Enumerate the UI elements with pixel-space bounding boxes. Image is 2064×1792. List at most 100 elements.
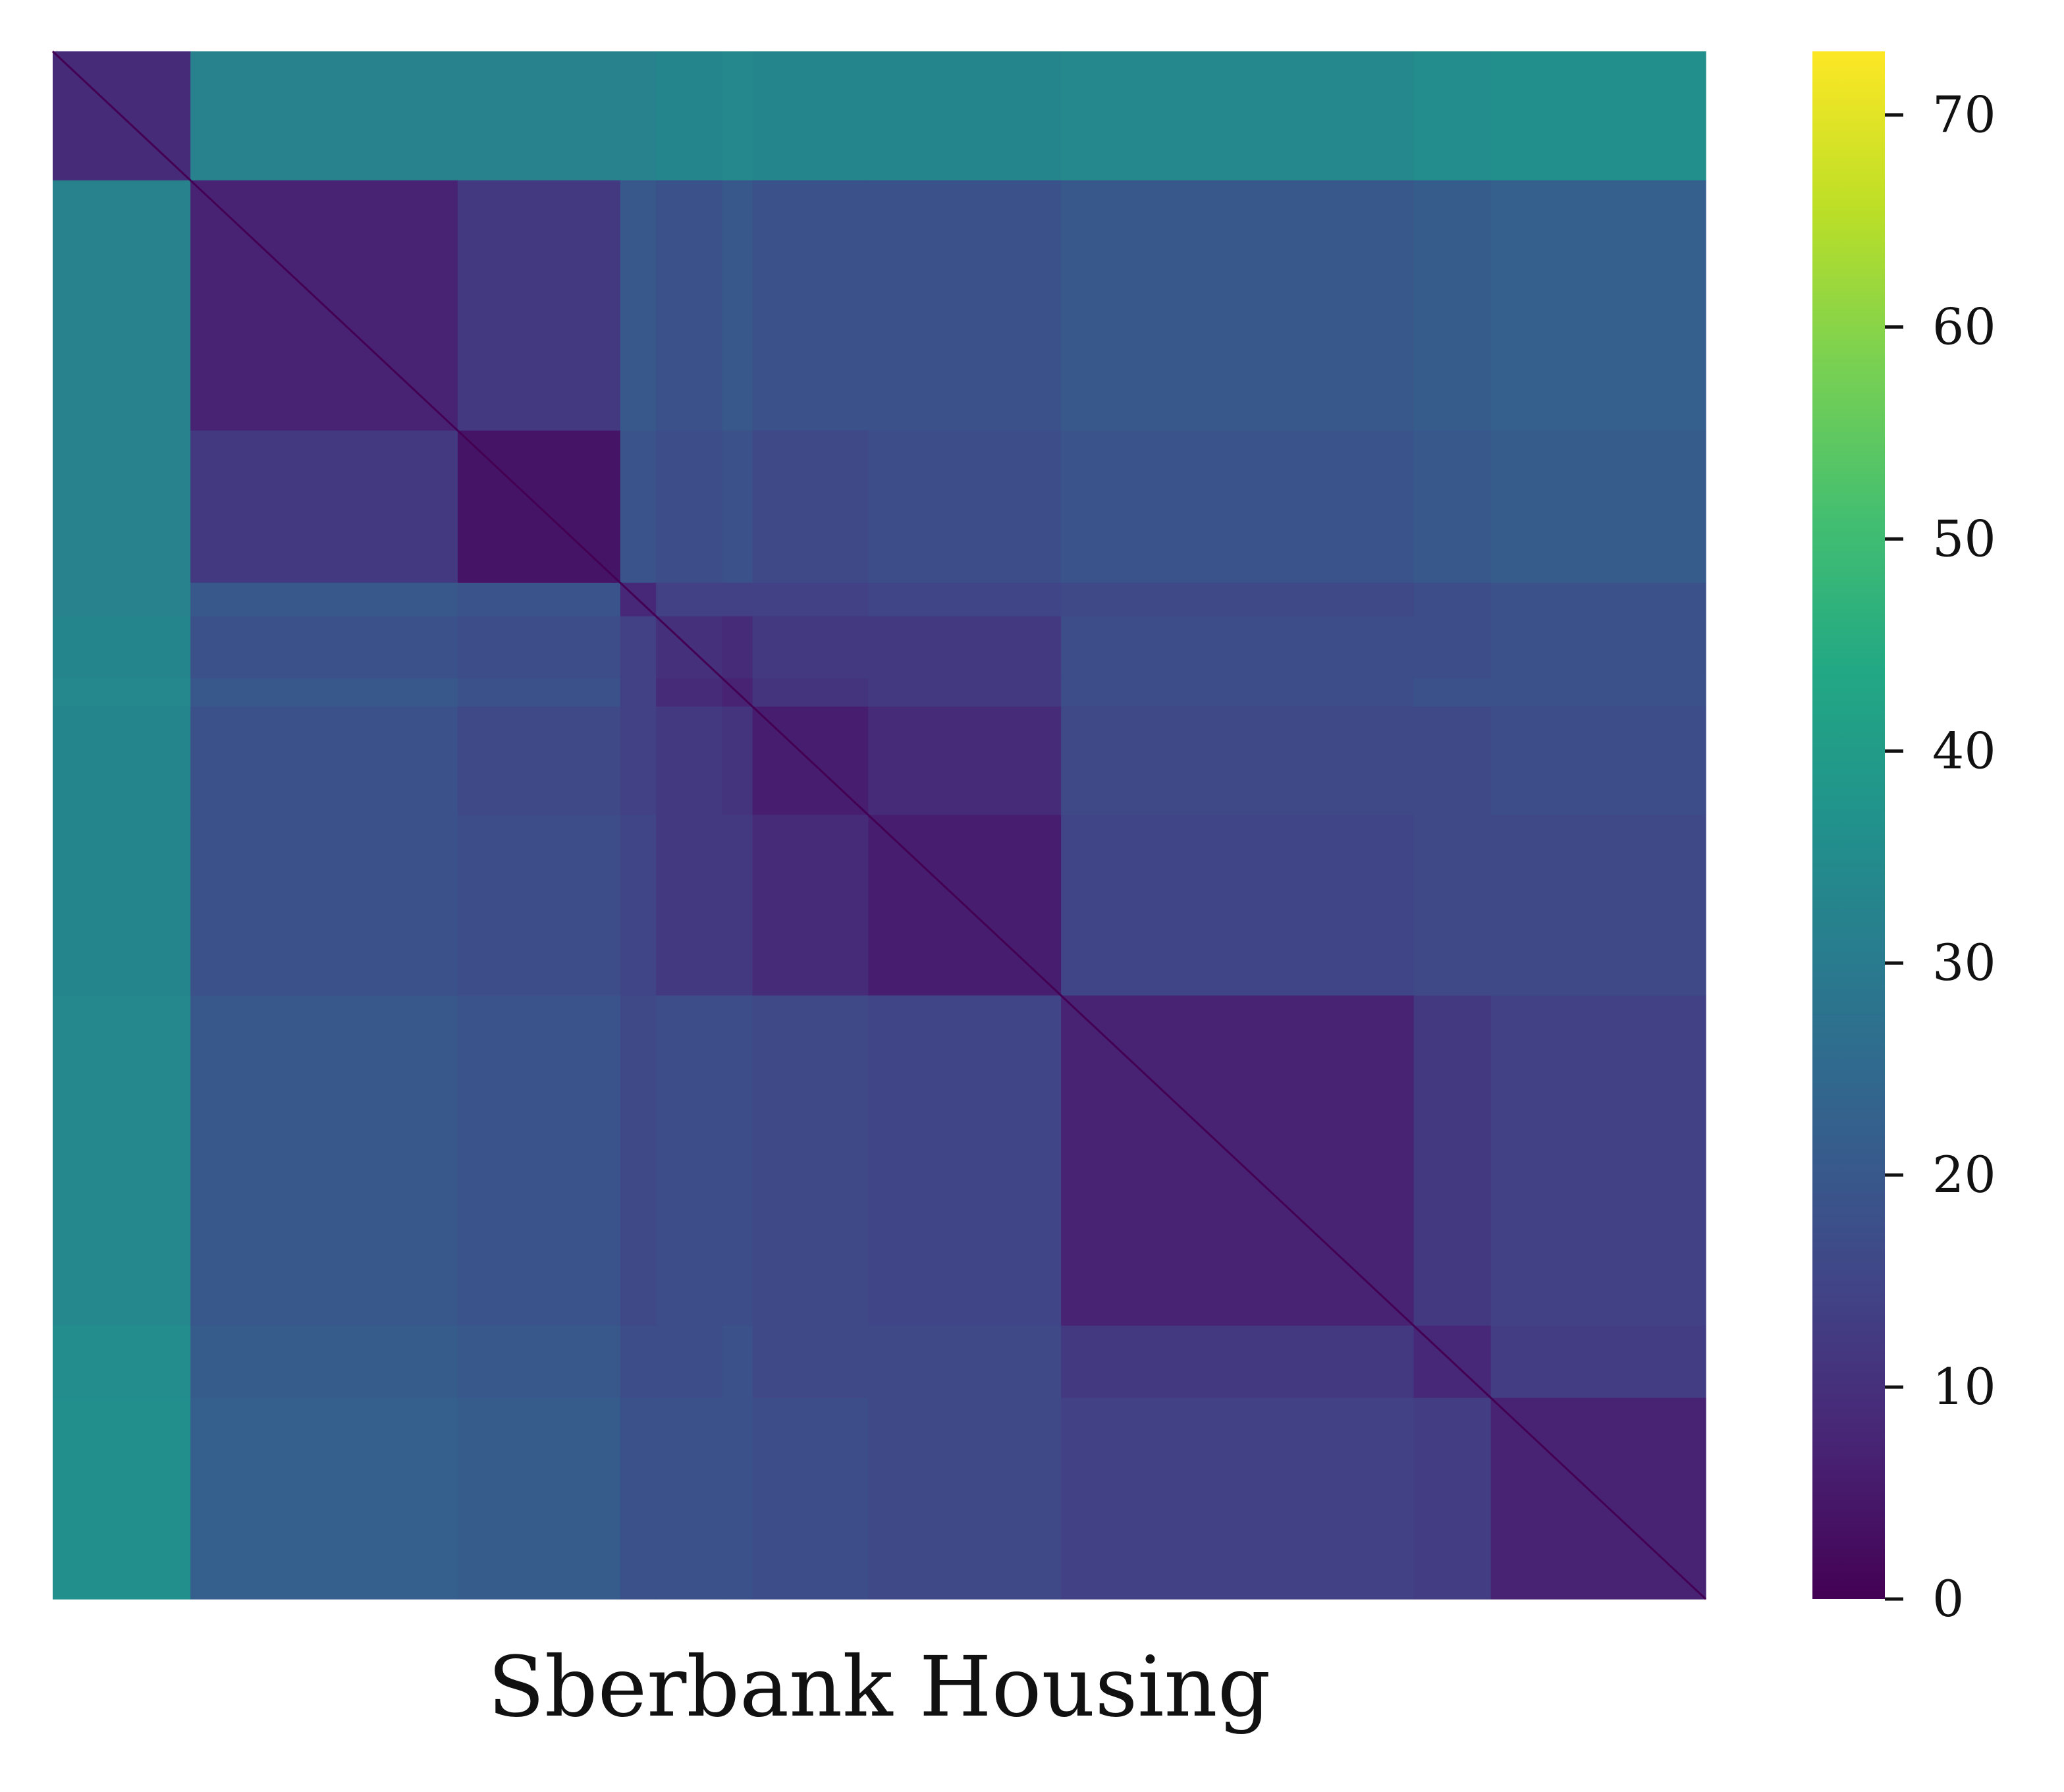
heatmap-cell-C11-C6	[722, 1398, 753, 1600]
heatmap-cell-C7-C2	[190, 706, 458, 815]
heatmap-cell-C7-C8	[868, 706, 1062, 815]
colorbar-tick-label-60: 60	[1932, 297, 1996, 356]
heatmap-cell-C2-C3	[457, 180, 621, 431]
heatmap-cell-C10-C5	[656, 1325, 723, 1399]
heatmap-cell-C6-C8	[868, 678, 1062, 707]
heatmap-cell-C4-C8	[868, 582, 1062, 617]
heatmap-cell-C7-C10	[1413, 706, 1492, 815]
heatmap-cell-C10-C4	[620, 1325, 657, 1399]
heatmap-cell-C4-C7	[752, 582, 869, 617]
heatmap-cell-C8-C5	[656, 815, 723, 996]
heatmap-cell-C6-C7	[752, 678, 869, 707]
heatmap-cell-C5-C1	[53, 616, 191, 679]
heatmap-cell-C9-C6	[722, 995, 753, 1326]
heatmap-cell-C9-C1	[53, 995, 191, 1326]
heatmap-cell-C8-C2	[190, 815, 458, 996]
heatmap-cell-C3-C8	[868, 430, 1062, 584]
heatmap-cell-C10-C9	[1061, 1325, 1415, 1399]
heatmap-cell-C7-C4	[620, 706, 657, 815]
heatmap-cell-C6-C10	[1413, 678, 1492, 707]
heatmap-cell-C1-C7	[752, 51, 869, 181]
colorbar-tick-label-50: 50	[1932, 509, 1996, 568]
heatmap-cell-C1-C2	[190, 51, 458, 181]
heatmap-cell-C11-C2	[190, 1398, 458, 1600]
heatmap-cell-C3-C1	[53, 430, 191, 584]
heatmap-cell-C3-C9	[1061, 430, 1415, 584]
heatmap-cell-C4-C6	[722, 582, 753, 617]
heatmap-cell-C11-C3	[457, 1398, 621, 1600]
heatmap-cell-C7-C3	[457, 706, 621, 815]
heatmap-cell-C6-C5	[656, 678, 723, 707]
heatmap-cell-C8-C9	[1061, 815, 1415, 996]
colorbar	[1812, 51, 1885, 1599]
heatmap-cell-C9-C10	[1413, 995, 1492, 1326]
heatmap-cell-C3-C11	[1490, 430, 1706, 584]
heatmap-cell-C7-C9	[1061, 706, 1415, 815]
heatmap-cell-C10-C8	[868, 1325, 1062, 1399]
heatmap-cell-C11-C10	[1413, 1398, 1492, 1600]
heatmap-cell-C8-C6	[722, 815, 753, 996]
heatmap-cell-C2-C6	[722, 180, 753, 431]
heatmap-cell-C7-C1	[53, 706, 191, 815]
heatmap-cell-C10-C7	[752, 1325, 869, 1399]
heatmap-cell-C4-C11	[1490, 582, 1706, 617]
heatmap-cell-C9-C11	[1490, 995, 1706, 1326]
heatmap-cell-C8-C1	[53, 815, 191, 996]
heatmap-cell-C10-C11	[1490, 1325, 1706, 1399]
heatmap-cell-C5-C7	[752, 616, 869, 679]
heatmap-cell-C1-C9	[1061, 51, 1415, 181]
heatmap-cell-C4-C2	[190, 582, 458, 617]
heatmap-cell-C1-C10	[1413, 51, 1492, 181]
heatmap-cell-C11-C7	[752, 1398, 869, 1600]
heatmap-cell-C9-C7	[752, 995, 869, 1326]
heatmap-cell-C10-C6	[722, 1325, 753, 1399]
heatmap-cell-C5-C8	[868, 616, 1062, 679]
heatmap-cell-C1-C3	[457, 51, 621, 181]
heatmap-cell-C8-C7	[752, 815, 869, 996]
heatmap-cell-C5-C2	[190, 616, 458, 679]
heatmap-cell-C10-C2	[190, 1325, 458, 1399]
colorbar-tick-label-0: 0	[1932, 1569, 1964, 1628]
heatmap-cell-C2-C5	[656, 180, 723, 431]
heatmap-cell-C2-C1	[53, 180, 191, 431]
heatmap-cell-C6-C3	[457, 678, 621, 707]
heatmap-cell-C6-C11	[1490, 678, 1706, 707]
heatmap-cell-C2-C4	[620, 180, 657, 431]
heatmap-cell-C5-C6	[722, 616, 753, 679]
heatmap-cell-C8-C11	[1490, 815, 1706, 996]
heatmap-cell-C1-C5	[656, 51, 723, 181]
diagonal-line	[51, 50, 1707, 1600]
heatmap-cell-C9-C4	[620, 995, 657, 1326]
heatmap-cell-C2-C7	[752, 180, 869, 431]
heatmap-cell-C4-C1	[53, 582, 191, 617]
heatmap-cell-C5-C11	[1490, 616, 1706, 679]
heatmap-cell-C2-C10	[1413, 180, 1492, 431]
colorbar-ticks: 0 10 20 30 40 50 60 70	[1885, 86, 1996, 1628]
heatmap-diagonal	[51, 50, 1707, 1600]
heatmap-cell-C1-C11	[1490, 51, 1706, 181]
heatmap-cell-C10-C1	[53, 1325, 191, 1399]
heatmap-cell-C3-C6	[722, 430, 753, 584]
heatmap-cell-C3-C10	[1413, 430, 1492, 584]
heatmap-cell-C10-C3	[457, 1325, 621, 1399]
heatmap-cell-C3-C5	[656, 430, 723, 584]
heatmap-cell-C2-C9	[1061, 180, 1415, 431]
heatmap-cell-C4-C5	[656, 582, 723, 617]
colorbar-tick-label-30: 30	[1932, 933, 1996, 992]
heatmap-cell-C5-C4	[620, 616, 657, 679]
heatmap-cell-C6-C4	[620, 678, 657, 707]
heatmap-cell-C5-C9	[1061, 616, 1415, 679]
heatmap-cell-C11-C4	[620, 1398, 657, 1600]
heatmap-cell-C7-C6	[722, 706, 753, 815]
heatmap-cell-C6-C9	[1061, 678, 1415, 707]
colorbar-tick-label-40: 40	[1932, 721, 1996, 780]
heatmap-cell-C3-C4	[620, 430, 657, 584]
heatmap-cell-C9-C8	[868, 995, 1062, 1326]
colorbar-tick-label-10: 10	[1932, 1357, 1996, 1416]
heatmap-cell-C3-C7	[752, 430, 869, 584]
heatmap-cell-C1-C4	[620, 51, 657, 181]
heatmap-cell-C4-C9	[1061, 582, 1415, 617]
heatmap-cell-C8-C10	[1413, 815, 1492, 996]
heatmap-cell-C3-C2	[190, 430, 458, 584]
